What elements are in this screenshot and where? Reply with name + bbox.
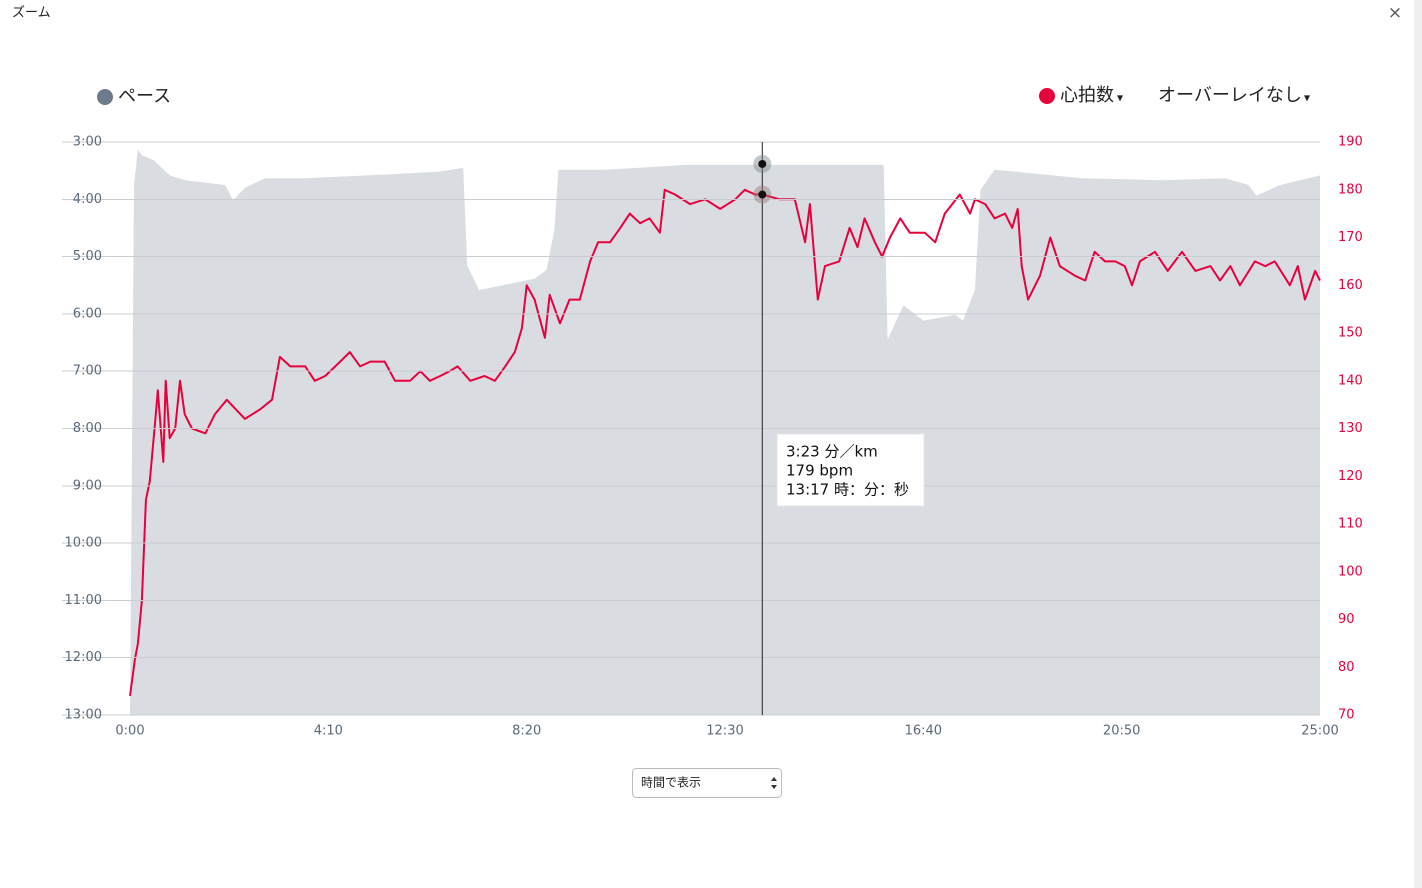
y2-tick-label: 70 (1338, 708, 1355, 723)
x-tick-label: 12:30 (706, 724, 743, 739)
y2-tick-label: 150 (1338, 326, 1363, 341)
x-tick-label: 20:50 (1103, 724, 1140, 739)
legend-marker (1039, 88, 1055, 104)
scrollbar (1414, 0, 1422, 888)
legend-label: ペース (118, 86, 171, 107)
y2-tick-label: 180 (1338, 182, 1363, 197)
cursor-point (758, 159, 767, 168)
y-tick-label: 9:00 (73, 478, 102, 493)
pace-area (130, 149, 1320, 716)
x-tick-label: 25:00 (1301, 724, 1338, 739)
y2-tick-label: 120 (1338, 469, 1363, 484)
plot: 3:00 4:00 5:00 6:00 7:00 8:00 9:00 10:00 11:00 12… (62, 85, 1363, 739)
y-tick-label: 13:00 (65, 708, 102, 723)
y2-tick-label: 110 (1338, 517, 1363, 532)
close-button[interactable]: × (1388, 3, 1402, 23)
legend-marker (97, 89, 113, 105)
tooltip (776, 433, 925, 507)
x-tick-label: 8:20 (512, 724, 541, 739)
y2-tick-label: 80 (1338, 660, 1355, 675)
legend-label[interactable]: 心拍数 (1060, 85, 1114, 106)
overlay-select[interactable]: オーバーレイなし (1158, 85, 1302, 106)
y-tick-label: 3:00 (73, 135, 102, 150)
tooltip-line: 13:17 時：分：秒 (786, 481, 909, 499)
y2-tick-label: 160 (1338, 278, 1363, 293)
y-tick-label: 4:00 (73, 192, 102, 207)
y2-tick-label: 170 (1338, 230, 1363, 245)
y-tick-label: 8:00 (73, 421, 102, 436)
view-select[interactable] (632, 768, 782, 798)
tooltip-line: 179 bpm (786, 462, 853, 480)
x-tick-label: 4:10 (314, 724, 343, 739)
cursor-point (758, 190, 767, 199)
y-tick-label: 6:00 (73, 306, 102, 321)
y2-tick-label: 190 (1338, 135, 1363, 150)
y2-tick-label: 100 (1338, 564, 1363, 579)
y-tick-label: 12:00 (65, 650, 102, 665)
dropdown-mark: ▾ (1117, 91, 1123, 105)
y2-tick-label: 140 (1338, 373, 1363, 388)
tooltip-line: 3:23 分／km (786, 443, 878, 461)
y-tick-label: 7:00 (73, 364, 102, 379)
y2-tick-label: 130 (1338, 421, 1363, 436)
x-tick-label: 16:40 (905, 724, 942, 739)
dialog-title: ズーム (12, 5, 51, 21)
y-tick-label: 11:00 (65, 593, 102, 608)
y2-tick-label: 90 (1338, 612, 1355, 627)
heart-rate-line (129, 188, 1321, 697)
x-tick-label: 0:00 (115, 724, 144, 739)
select-arrows (771, 777, 777, 789)
dropdown-mark: ▾ (1304, 91, 1310, 105)
y-tick-label: 5:00 (73, 249, 102, 264)
view-select-label: 時間で表示 (641, 776, 701, 790)
y-tick-label: 10:00 (65, 536, 102, 551)
